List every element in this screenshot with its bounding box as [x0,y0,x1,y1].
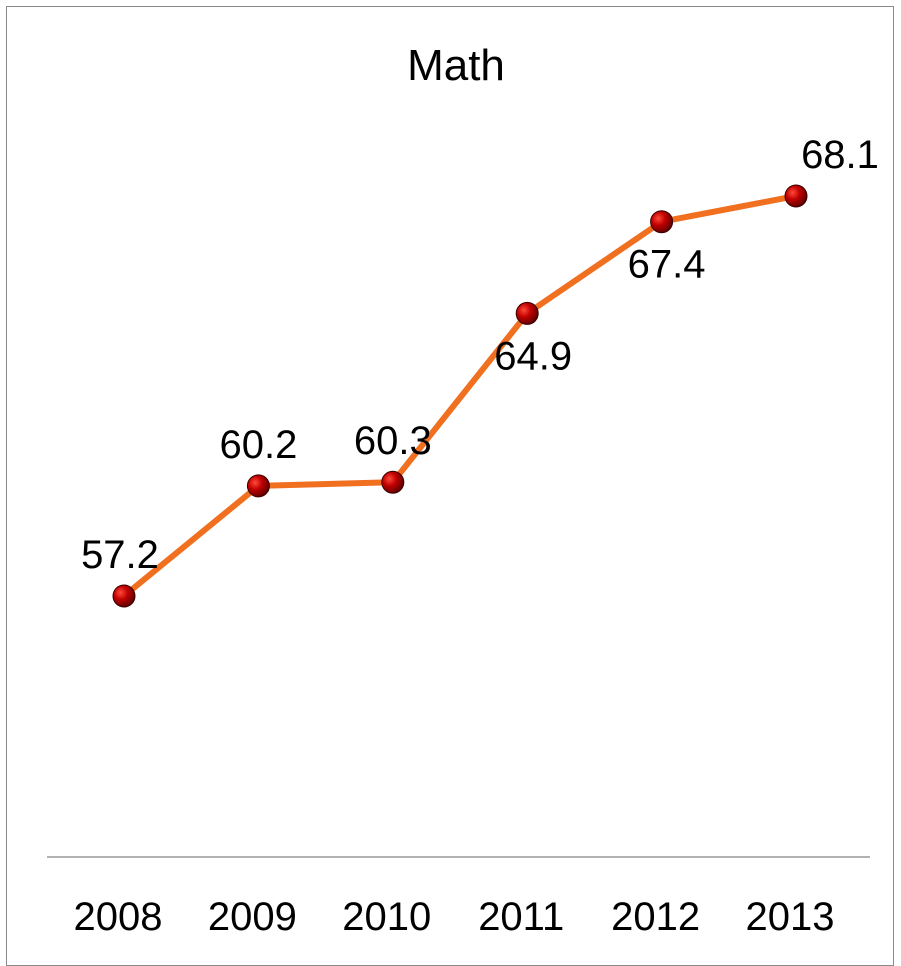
x-tick-label-2010: 2010 [342,895,431,939]
data-point-2010 [381,470,405,494]
data-label-2012: 67.4 [628,243,706,287]
x-tick-label-2013: 2013 [746,895,835,939]
data-point-2008 [112,584,136,608]
chart-title: Math [407,41,505,90]
data-label-2008: 57.2 [81,533,159,577]
x-tick-label-2009: 2009 [208,895,297,939]
data-point-2011 [515,301,539,325]
x-tick-label-2008: 2008 [74,895,163,939]
data-label-2013: 68.1 [801,133,879,177]
x-tick-label-2012: 2012 [611,895,700,939]
series-layer: 57.2 60.2 60.3 64.9 67.4 68.1 [81,133,879,608]
data-label-2010: 60.3 [354,419,432,463]
x-tick-label-2011: 2011 [478,895,564,939]
data-label-2009: 60.2 [219,423,297,467]
chart-frame [6,6,894,966]
series-line [122,193,797,599]
data-point-2013 [784,184,808,208]
data-point-2009 [246,474,270,498]
data-label-2011: 64.9 [494,334,572,378]
x-tick-labels: 2008 2009 2010 2011 2012 2013 [74,895,835,939]
data-point-2012 [650,210,674,234]
